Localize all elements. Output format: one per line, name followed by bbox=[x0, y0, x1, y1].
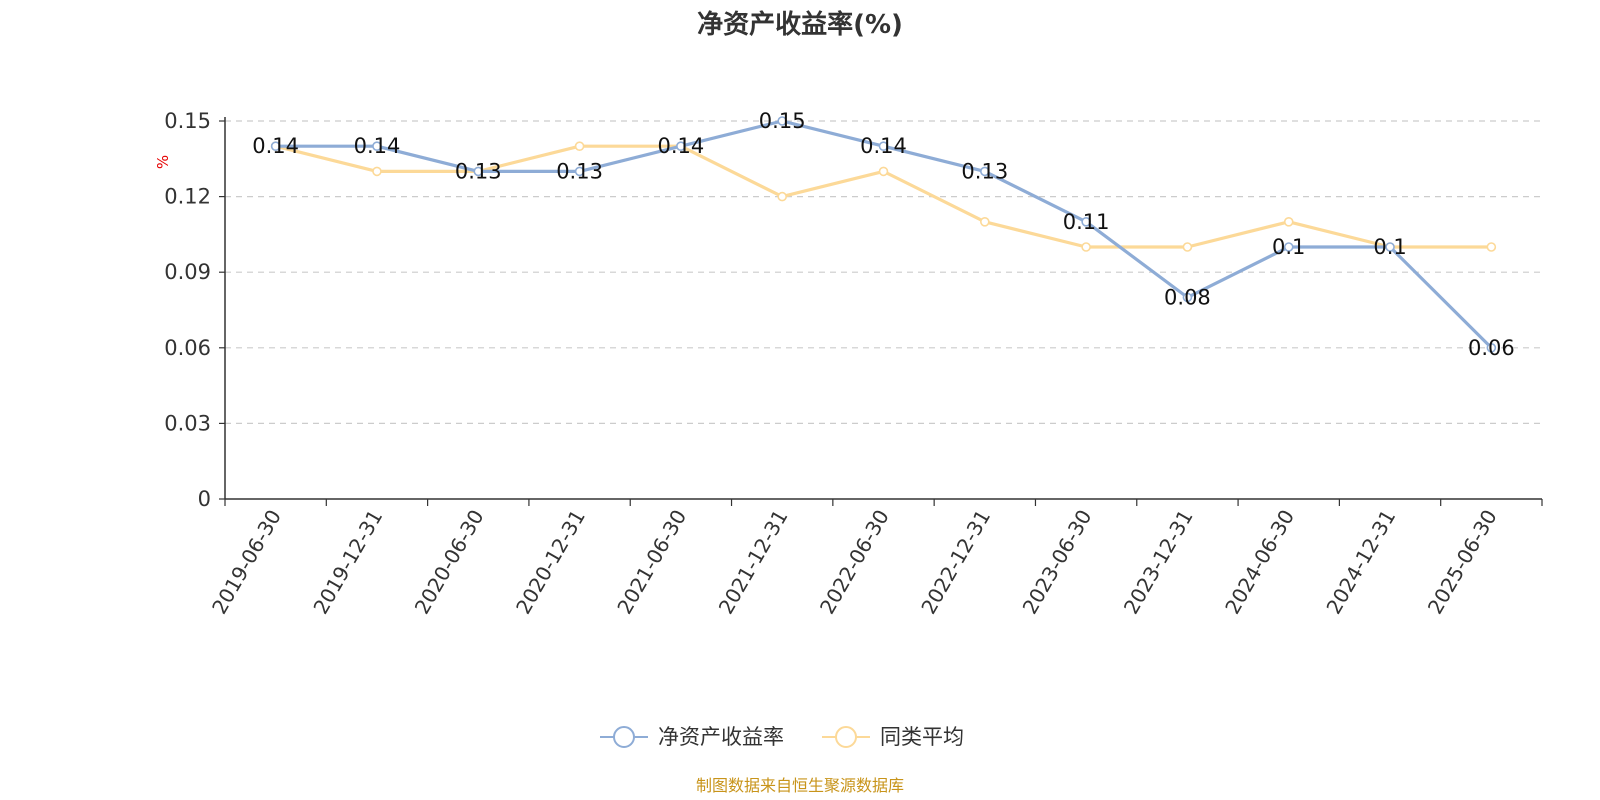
roe-data-label: 0.08 bbox=[1164, 285, 1211, 309]
peer-average-point bbox=[1486, 242, 1497, 252]
x-tick-label: 2020-06-30 bbox=[410, 506, 489, 619]
y-tick-label: 0.06 bbox=[164, 336, 211, 360]
peer-average-point bbox=[980, 217, 990, 227]
x-tick-label: 2021-12-31 bbox=[714, 506, 793, 619]
roe-data-label: 0.13 bbox=[961, 159, 1008, 183]
roe-point bbox=[1283, 242, 1294, 252]
x-tick-label: 2022-06-30 bbox=[815, 506, 894, 619]
peer-average-point bbox=[1182, 242, 1193, 252]
y-tick-label: 0.12 bbox=[164, 185, 211, 209]
x-tick-label: 2023-12-31 bbox=[1119, 506, 1198, 619]
roe-data-label: 0.14 bbox=[354, 134, 401, 158]
x-tick-label: 2019-06-30 bbox=[207, 506, 286, 619]
y-tick-label: 0.09 bbox=[164, 260, 211, 284]
chart-title: 净资产收益率(%) bbox=[697, 9, 903, 40]
roe-data-label: 0.14 bbox=[658, 134, 705, 158]
roe-point bbox=[1182, 292, 1193, 303]
y-axis-unit-label: % bbox=[154, 155, 172, 169]
roe-data-label: 0.15 bbox=[759, 109, 806, 133]
peer-average-point bbox=[777, 191, 787, 202]
legend[interactable]: 净资产收益率 同类平均 bbox=[600, 725, 964, 749]
legend-item-roe[interactable]: 净资产收益率 bbox=[600, 725, 784, 749]
axes bbox=[224, 117, 1542, 500]
roe-data-label: 0.13 bbox=[455, 159, 502, 183]
x-axis-ticks: 2019-06-30 2019-12-31 2020-06-30 2020-12-31… bbox=[207, 499, 1543, 619]
roe-data-label: 0.14 bbox=[252, 134, 299, 158]
roe-point bbox=[878, 141, 889, 151]
y-tick-label: 0 bbox=[198, 487, 211, 511]
roe-point bbox=[574, 166, 585, 177]
peer-average-point bbox=[372, 166, 382, 177]
roe-data-label: 0.13 bbox=[556, 159, 603, 183]
roe-data-label: 0.14 bbox=[860, 134, 907, 158]
roe-point bbox=[1081, 217, 1091, 227]
legend-peer-label: 同类平均 bbox=[880, 725, 964, 749]
y-tick-label: 0.03 bbox=[164, 411, 211, 435]
roe-data-label: 0.1 bbox=[1373, 235, 1406, 259]
roe-point bbox=[473, 166, 484, 177]
roe-data-label: 0.11 bbox=[1063, 210, 1110, 234]
legend-roe-circle-icon bbox=[613, 726, 635, 748]
roe-point bbox=[777, 116, 787, 126]
data-source-note: 制图数据来自恒生聚源数据库 bbox=[696, 776, 904, 795]
x-tick-label: 2025-06-30 bbox=[1423, 506, 1502, 619]
roe-point bbox=[372, 141, 382, 151]
peer-average-point bbox=[1283, 217, 1294, 227]
roe-point bbox=[270, 141, 281, 151]
x-tick-label: 2024-12-31 bbox=[1321, 506, 1400, 619]
roe-point bbox=[980, 166, 990, 177]
series-lines bbox=[270, 116, 1497, 353]
data-labels: 0.14 0.14 0.13 0.13 0.14 0.15 0.14 0.13 0.11 0.08… bbox=[252, 109, 1514, 360]
legend-item-peer-average[interactable]: 同类平均 bbox=[822, 725, 964, 749]
roe-data-label: 0.06 bbox=[1468, 336, 1515, 360]
x-tick-label: 2024-06-30 bbox=[1220, 506, 1299, 619]
x-tick-label: 2020-12-31 bbox=[511, 506, 590, 619]
roe-data-label: 0.1 bbox=[1272, 235, 1305, 259]
roe-point bbox=[676, 141, 686, 151]
roe-point bbox=[1385, 242, 1395, 252]
grid-lines bbox=[225, 120, 1542, 424]
x-tick-label: 2021-06-30 bbox=[612, 506, 691, 619]
peer-average-point bbox=[878, 166, 889, 177]
legend-peer-circle-icon bbox=[835, 726, 857, 748]
legend-roe-label: 净资产收益率 bbox=[658, 725, 784, 749]
roe-point bbox=[1486, 342, 1497, 353]
x-tick-label: 2023-06-30 bbox=[1018, 506, 1097, 619]
peer-average-point bbox=[574, 141, 585, 151]
peer-average-point bbox=[1081, 242, 1091, 252]
x-tick-label: 2022-12-31 bbox=[916, 506, 995, 619]
x-tick-label: 2019-12-31 bbox=[308, 506, 387, 619]
y-axis-ticks: 0 0.03 0.06 0.09 0.12 0.15 bbox=[164, 109, 225, 511]
y-tick-label: 0.15 bbox=[164, 109, 211, 133]
